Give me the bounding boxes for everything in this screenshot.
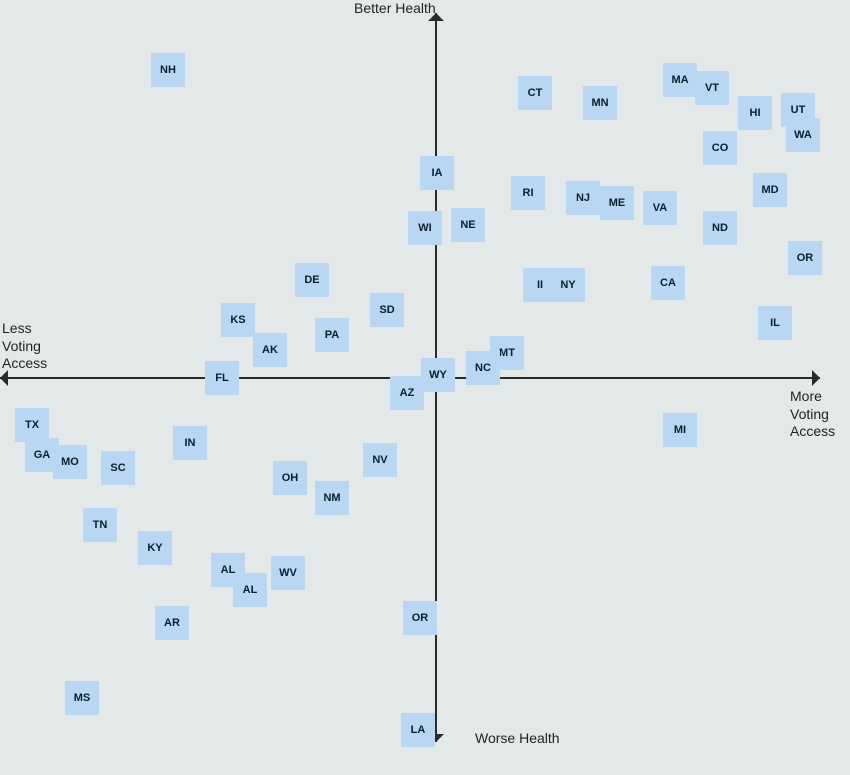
state-node: NJ [566, 181, 600, 215]
state-node: MD [753, 173, 787, 207]
state-node: VT [695, 71, 729, 105]
axis-label-right: More Voting Access [790, 388, 835, 441]
state-node: MN [583, 86, 617, 120]
state-node: HI [738, 96, 772, 130]
state-node: ND [703, 211, 737, 245]
state-node: WY [421, 358, 455, 392]
state-node: CO [703, 131, 737, 165]
state-node: NV [363, 443, 397, 477]
state-node: TX [15, 408, 49, 442]
state-node: FL [205, 361, 239, 395]
state-node: VA [643, 191, 677, 225]
state-node: WI [408, 211, 442, 245]
state-node: NH [151, 53, 185, 87]
state-node: CA [651, 266, 685, 300]
state-node: AK [253, 333, 287, 367]
state-node: AZ [390, 376, 424, 410]
state-node: WV [271, 556, 305, 590]
axis-label-bottom: Worse Health [475, 730, 560, 748]
state-node: DE [295, 263, 329, 297]
x-axis-arrow-right [812, 370, 820, 386]
state-node: IN [173, 426, 207, 460]
state-node: OR [788, 241, 822, 275]
state-node: IA [420, 156, 454, 190]
state-node: NM [315, 481, 349, 515]
state-node: IL [758, 306, 792, 340]
state-node: WA [786, 118, 820, 152]
state-node: ME [600, 186, 634, 220]
state-node: PA [315, 318, 349, 352]
state-node: TN [83, 508, 117, 542]
state-node: MI [663, 413, 697, 447]
state-node: AL [233, 573, 267, 607]
state-node: CT [518, 76, 552, 110]
state-node: MO [53, 445, 87, 479]
axis-label-left: Less Voting Access [2, 320, 47, 373]
state-node: SC [101, 451, 135, 485]
state-node: LA [401, 713, 435, 747]
axis-label-top: Better Health [354, 0, 436, 18]
state-node: SD [370, 293, 404, 327]
state-node: MS [65, 681, 99, 715]
state-node: OR [403, 601, 437, 635]
state-node: RI [511, 176, 545, 210]
state-node: KY [138, 531, 172, 565]
state-node: OH [273, 461, 307, 495]
state-node: NY [551, 268, 585, 302]
state-node: KS [221, 303, 255, 337]
state-node: AR [155, 606, 189, 640]
state-node: NE [451, 208, 485, 242]
state-node: NC [466, 351, 500, 385]
quadrant-chart: Better Health Worse Health Less Voting A… [0, 0, 850, 775]
state-node: MA [663, 63, 697, 97]
